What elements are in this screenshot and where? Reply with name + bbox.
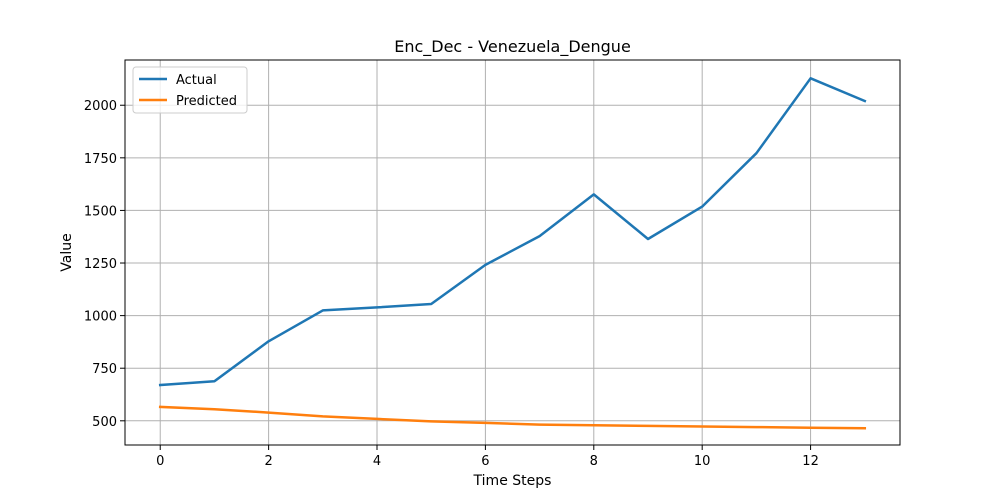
series-lines: [158, 77, 867, 430]
plot-frame: [124, 59, 901, 446]
x-tick-label: 0: [156, 454, 164, 469]
y-tick-label: 2000: [84, 99, 117, 114]
series-line-predicted: [158, 405, 867, 430]
series-line-actual: [158, 77, 867, 387]
legend-label-actual: Actual: [176, 73, 217, 88]
y-tick-label: 1750: [84, 152, 117, 167]
chart-title: Enc_Dec - Venezuela_Dengue: [394, 37, 631, 57]
y-tick-label: 500: [92, 415, 117, 430]
y-tick-label: 1000: [84, 310, 117, 325]
x-tick-label: 10: [694, 454, 711, 469]
axis-ticks: 0 2 4 6 8 10 12 500 750 1000 1250 1500 1750 2000: [84, 99, 819, 469]
x-tick-label: 2: [264, 454, 272, 469]
y-tick-label: 750: [92, 362, 117, 377]
x-tick-label: 6: [481, 454, 489, 469]
grid: [125, 60, 900, 445]
y-tick-label: 1250: [84, 257, 117, 272]
legend: Actual Predicted: [132, 66, 248, 114]
x-tick-label: 8: [590, 454, 598, 469]
y-axis-title: Value: [59, 233, 75, 271]
y-tick-label: 1500: [84, 204, 117, 219]
x-tick-label: 12: [802, 454, 819, 469]
legend-label-predicted: Predicted: [176, 94, 237, 109]
x-axis-title: Time Steps: [473, 473, 552, 489]
x-tick-label: 4: [373, 454, 381, 469]
